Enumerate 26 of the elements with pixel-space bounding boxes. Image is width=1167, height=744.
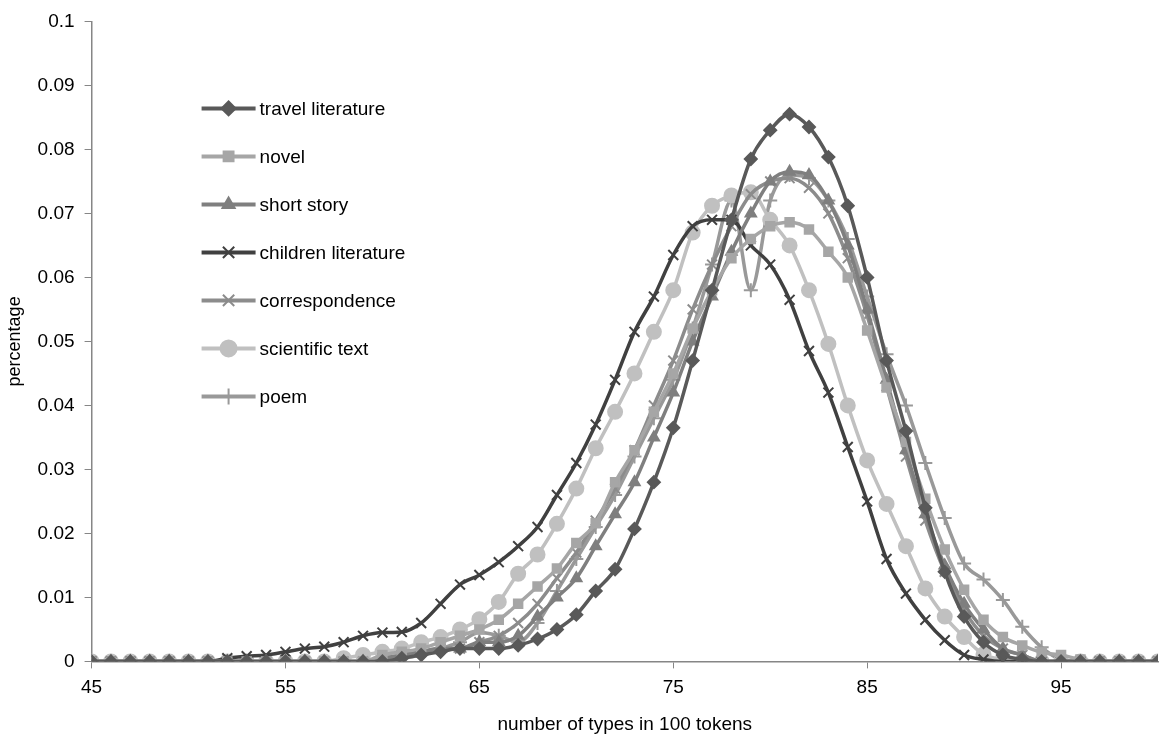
legend-label: short story (259, 193, 349, 215)
y-tick-label: 0.03 (37, 457, 75, 479)
x-tick-label: 95 (1050, 676, 1072, 698)
y-tick-label: 0.08 (37, 137, 75, 159)
y-tick-label: 0.09 (37, 73, 75, 95)
x-tick-label: 55 (274, 676, 297, 698)
legend-label: children literature (259, 241, 406, 263)
y-tick-label: 0.04 (37, 393, 76, 415)
y-tick-label: 0.06 (37, 265, 75, 287)
x-axis-title: number of types in 100 tokens (497, 712, 753, 734)
legend-label: poem (259, 385, 308, 407)
y-tick-label: 0.05 (37, 329, 75, 351)
x-tick-label: 85 (856, 676, 878, 698)
y-tick-label: 0.1 (48, 9, 75, 31)
x-tick-label: 75 (662, 676, 684, 698)
x-tick-label: 65 (468, 676, 490, 698)
y-tick-label: 0.07 (37, 201, 75, 223)
y-tick-label: 0 (64, 649, 75, 671)
y-tick-label: 0.02 (37, 521, 75, 543)
legend-label: scientific text (259, 337, 370, 359)
x-tick-label: 45 (81, 676, 103, 698)
legend-label: correspondence (259, 289, 396, 311)
legend-label: travel literature (259, 97, 386, 119)
y-axis-title: percentage (3, 296, 24, 387)
legend-label: novel (259, 145, 305, 167)
y-tick-label: 0.01 (37, 585, 75, 607)
